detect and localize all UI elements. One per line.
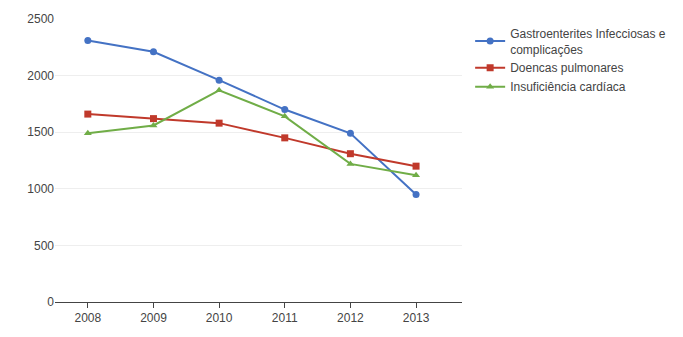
svg-text:2011: 2011 — [272, 311, 298, 325]
svg-text:1000: 1000 — [27, 182, 54, 196]
svg-text:Doencas pulmonares: Doencas pulmonares — [510, 61, 623, 75]
svg-text:2012: 2012 — [337, 311, 364, 325]
svg-text:2000: 2000 — [27, 69, 54, 83]
svg-text:2008: 2008 — [74, 311, 101, 325]
svg-text:2010: 2010 — [206, 311, 233, 325]
svg-text:2013: 2013 — [403, 311, 430, 325]
svg-text:Insuficiência cardíaca: Insuficiência cardíaca — [510, 80, 626, 94]
svg-text:2009: 2009 — [140, 311, 167, 325]
svg-text:Gastroenterites Infecciosas ec: Gastroenterites Infecciosas ecomplicaçõe… — [510, 27, 666, 57]
svg-text:500: 500 — [34, 239, 54, 253]
svg-text:0: 0 — [47, 295, 54, 309]
svg-text:2500: 2500 — [27, 12, 54, 26]
svg-text:1500: 1500 — [27, 125, 54, 139]
